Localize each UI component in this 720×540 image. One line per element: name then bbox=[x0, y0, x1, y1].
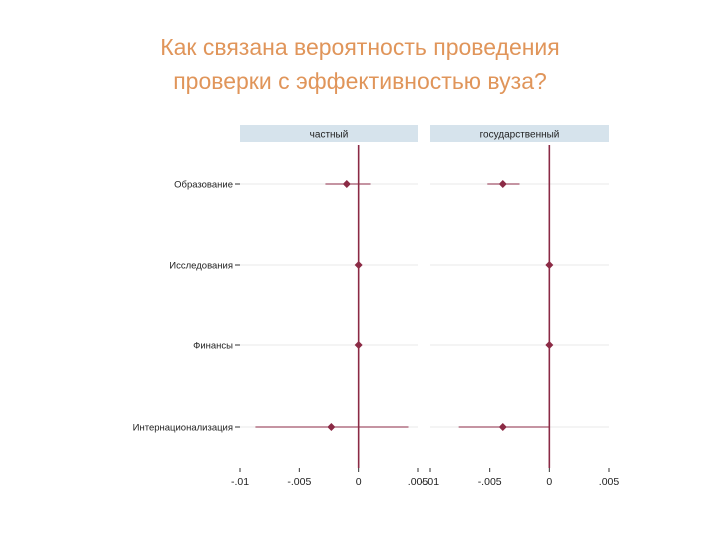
point-estimate-p2-2 bbox=[545, 261, 554, 269]
point-estimate-p1-4 bbox=[327, 423, 336, 431]
title-line-1: Как связана вероятность проведения bbox=[160, 34, 560, 60]
category-label-2: Исследования bbox=[169, 261, 233, 272]
category-label-1: Образование bbox=[174, 180, 233, 191]
panel-headers: частный государственный bbox=[240, 125, 609, 142]
panel-header-2 bbox=[430, 125, 609, 142]
x-tick-label-p1-2: -.005 bbox=[287, 476, 311, 488]
category-labels: Образование Исследования Финансы Интернацио… bbox=[133, 180, 240, 434]
point-estimate-p1-3 bbox=[354, 341, 363, 349]
category-label-3: Финансы bbox=[193, 341, 233, 352]
confidence-intervals bbox=[255, 183, 550, 428]
x-tick-label-p2-4: .005 bbox=[599, 476, 620, 488]
point-estimate-p1-2 bbox=[354, 261, 363, 269]
x-tick-label-p2-3: 0 bbox=[546, 476, 552, 488]
title-line-2: проверки с эффективностью вуза? bbox=[173, 68, 547, 94]
zero-reference-lines bbox=[357, 145, 551, 468]
x-tick-label-p2-1: -.01 bbox=[421, 476, 439, 488]
point-estimate-p2-4 bbox=[498, 423, 507, 431]
point-estimate-p2-3 bbox=[545, 341, 554, 349]
x-tick-label-p1-1: -.01 bbox=[231, 476, 249, 488]
x-tick-label-p1-4: .005 bbox=[408, 476, 429, 488]
point-estimate-p1-1 bbox=[342, 180, 351, 188]
panel-title-2: государственный bbox=[480, 130, 560, 141]
x-tick-label-p2-2: -.005 bbox=[478, 476, 502, 488]
category-label-4: Интернационализация bbox=[133, 423, 233, 434]
point-estimates bbox=[327, 180, 554, 431]
x-tick-label-p1-3: 0 bbox=[356, 476, 362, 488]
gridlines bbox=[240, 183, 609, 428]
panel-header-1 bbox=[240, 125, 418, 142]
point-estimate-p2-1 bbox=[498, 180, 507, 188]
panel-title-1: частный bbox=[310, 130, 349, 141]
x-axis: -.01 -.005 0.005-.01 -.005 0.005 bbox=[231, 468, 619, 488]
